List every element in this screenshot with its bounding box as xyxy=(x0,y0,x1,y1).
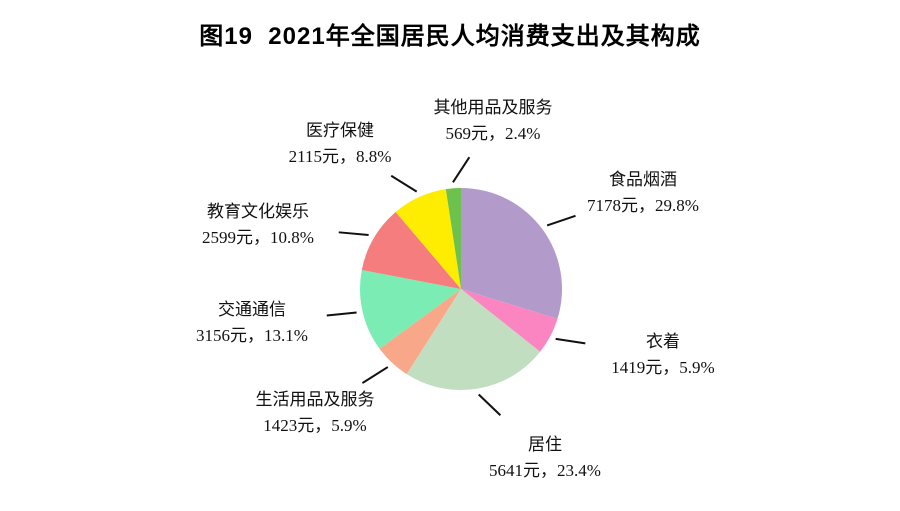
label-clothing: 衣着 1419元，5.9% xyxy=(611,329,714,381)
chart-title: 图19 2021年全国居民人均消费支出及其构成 xyxy=(199,23,701,50)
slice-name: 食品烟酒 xyxy=(608,170,677,189)
slice-value: 2599元，10.8% xyxy=(202,228,314,247)
slice-name: 教育文化娱乐 xyxy=(206,202,309,221)
slice-value: 1419元，5.9% xyxy=(611,358,715,377)
leader-line-clothing xyxy=(555,337,586,345)
slice-name: 居住 xyxy=(527,435,562,454)
slice-name: 衣着 xyxy=(645,332,680,351)
pie-slice-transport-communication xyxy=(360,269,461,349)
label-other-goods-services: 其他用品及服务 569元，2.4% xyxy=(434,95,553,147)
leader-line-food-tobacco-alcohol xyxy=(546,214,576,227)
slice-value: 2115元，8.8% xyxy=(288,147,392,166)
pie-slice-other-goods-services xyxy=(445,188,461,289)
pie-slice-housing xyxy=(406,289,541,391)
slice-value: 1423元，5.9% xyxy=(263,416,367,435)
leader-line-education-culture-entertainment xyxy=(338,231,369,237)
slice-name: 医疗保健 xyxy=(306,121,374,140)
slice-value: 7178元，29.8% xyxy=(587,196,699,215)
pie-slice-education-culture-entertainment xyxy=(361,211,461,289)
slice-value: 569元，2.4% xyxy=(445,124,541,143)
leader-line-housing xyxy=(478,393,502,416)
label-healthcare: 医疗保健 2115元，8.8% xyxy=(289,118,392,170)
label-education-culture-entertainment: 教育文化娱乐 2599元，10.8% xyxy=(202,199,314,251)
label-household-goods-services: 生活用品及服务 1423元，5.9% xyxy=(256,387,375,439)
label-food-tobacco-alcohol: 食品烟酒 7178元，29.8% xyxy=(587,167,699,219)
slice-name: 其他用品及服务 xyxy=(433,98,553,117)
label-transport-communication: 交通通信 3156元，13.1% xyxy=(196,297,308,349)
pie-slice-household-goods-services xyxy=(379,289,461,375)
leader-line-healthcare xyxy=(390,174,418,193)
leader-line-other-goods-services xyxy=(452,156,471,183)
slice-value: 5641元，23.4% xyxy=(489,461,601,480)
pie-slice-healthcare xyxy=(395,189,461,289)
slice-name: 生活用品及服务 xyxy=(255,390,375,409)
pie-slice-clothing xyxy=(461,289,558,352)
leader-line-household-goods-services xyxy=(361,366,389,384)
pie-slice-food-tobacco-alcohol xyxy=(461,188,563,319)
leader-line-transport-communication xyxy=(326,311,357,317)
slice-name: 交通通信 xyxy=(217,300,286,319)
slice-value: 3156元，13.1% xyxy=(196,326,308,345)
label-housing: 居住 5641元，23.4% xyxy=(489,432,601,484)
